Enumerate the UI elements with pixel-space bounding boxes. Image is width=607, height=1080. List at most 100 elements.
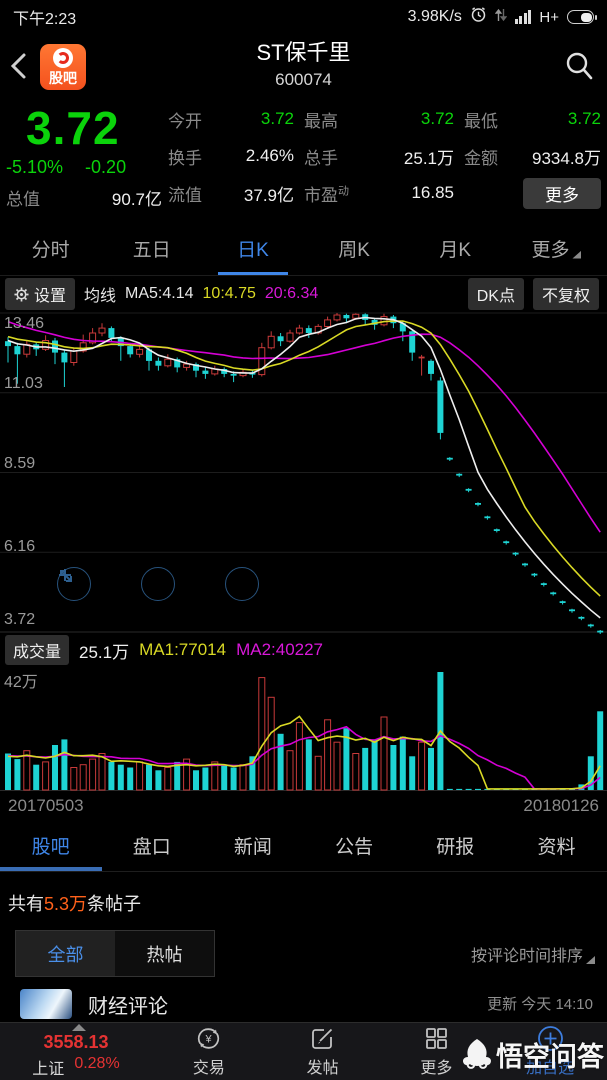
volume-label-button[interactable]: 成交量: [5, 635, 70, 665]
adjust-mode-button[interactable]: 不复权: [532, 278, 599, 310]
chart-settings-button[interactable]: 设置: [5, 278, 76, 310]
y-axis-label: 6.16: [4, 538, 36, 555]
date-axis: 20170503 20180126: [0, 792, 607, 820]
svg-text:¥: ¥: [205, 1034, 213, 1046]
candlestick-chart[interactable]: 13.46 11.03 8.59 6.16 3.72: [0, 312, 607, 634]
active-tab-underline: [0, 867, 102, 871]
end-date: 20180126: [523, 796, 599, 815]
tab-profile[interactable]: 资料: [537, 837, 576, 858]
post-list-item[interactable]: 财经评论 更新 今天 14:10: [0, 984, 607, 1022]
field-label: 最高: [304, 111, 338, 131]
post-count: 共有5.3万条帖子: [8, 894, 142, 914]
y-axis-label: 8.59: [4, 455, 36, 472]
nav-add-watchlist-button[interactable]: 加自选: [493, 1023, 607, 1080]
volume-ma2: MA2:40227: [236, 640, 324, 659]
volume-legend: 成交量 25.1万 MA1:77014 MA2:40227: [0, 634, 607, 666]
info-tab-bar: 股吧 盘口 新闻 公告 研报 资料: [0, 820, 607, 872]
field-label: 今开: [168, 111, 202, 131]
compose-icon: [312, 1028, 333, 1049]
field-label: 流值: [168, 185, 202, 205]
post-count-number: 5.3万: [44, 894, 88, 914]
current-price: 3.72: [26, 102, 120, 154]
quote-more-button[interactable]: 更多: [523, 177, 601, 209]
tab-minute[interactable]: 分时: [31, 240, 70, 261]
back-button[interactable]: [6, 50, 34, 82]
y-axis-label: 11.03: [4, 375, 43, 392]
status-bar: 下午2:23 3.98K/s H+: [0, 0, 607, 34]
y-axis-label: 13.46: [4, 315, 45, 332]
dk-point-button[interactable]: DK点: [467, 278, 524, 310]
search-icon[interactable]: [563, 50, 595, 82]
chart-toolbar: 设置 均线 MA5:4.14 10:4.75 20:6.34 DK点 不复权: [0, 276, 607, 312]
gear-icon: [14, 286, 29, 302]
stock-name: ST保千里: [256, 40, 351, 65]
battery-icon: [567, 10, 597, 24]
active-tab-underline: [218, 272, 288, 275]
tab-guba[interactable]: 股吧: [31, 837, 70, 858]
change-amount: -0.20: [85, 157, 127, 177]
post-update-time: 更新 今天 14:10: [487, 996, 593, 1013]
tab-5day[interactable]: 五日: [132, 240, 171, 261]
filter-hot-button[interactable]: 热帖: [115, 931, 214, 976]
tab-news[interactable]: 新闻: [233, 837, 272, 858]
field-label: 最低: [464, 111, 498, 131]
guba-logo-text: 股吧: [49, 70, 77, 86]
post-filter-row: 全部 热帖 按评论时间排序: [0, 924, 607, 984]
zoom-in-button[interactable]: [59, 567, 175, 601]
tab-order-book[interactable]: 盘口: [132, 837, 171, 858]
fullscreen-button[interactable]: [60, 567, 259, 601]
dropdown-corner-icon: [572, 250, 582, 259]
tab-research[interactable]: 研报: [436, 837, 475, 858]
volume-value: 25.1万: [79, 642, 130, 662]
tab-announcements[interactable]: 公告: [335, 837, 374, 858]
filter-all-button[interactable]: 全部: [16, 931, 115, 976]
stock-code: 600074: [275, 70, 332, 89]
field-label: 换手: [168, 148, 202, 168]
y-axis-label: 3.72: [4, 611, 36, 628]
guba-logo-icon: [53, 48, 73, 68]
tab-more-periods[interactable]: 更多: [506, 222, 607, 275]
volume-chart-canvas: [0, 672, 607, 791]
market-cap-label: 总值: [6, 190, 40, 209]
network-type: H+: [539, 8, 559, 26]
ma20-value: 20:6.34: [264, 285, 319, 302]
expand-handle-icon[interactable]: [72, 1024, 86, 1031]
clock: 下午2:23: [13, 11, 77, 28]
sort-order-button[interactable]: 按评论时间排序: [471, 942, 595, 966]
nav-more-button[interactable]: 更多: [380, 1023, 494, 1080]
volume-chart[interactable]: 42万: [0, 666, 607, 792]
period-tab-bar: 分时 五日 日K 周K 月K 更多: [0, 222, 607, 276]
signal-bars-icon: [514, 10, 532, 24]
ma-title: 均线: [84, 288, 117, 305]
guba-app-icon[interactable]: 股吧: [40, 44, 86, 90]
app-header: 股吧 ST保千里 600074: [0, 34, 607, 100]
bottom-nav-bar: 3558.13 上证 0.28% ¥ 交易 发帖: [0, 1022, 607, 1080]
dropdown-corner-icon: [586, 956, 595, 964]
field-value: 2.46%: [245, 146, 294, 165]
field-label: 市盈动: [304, 184, 349, 205]
nav-trade-button[interactable]: ¥ 交易: [152, 1023, 266, 1080]
index-percent: 0.28%: [74, 1055, 120, 1072]
quote-panel: 3.72 -5.10% -0.20 总值 90.7亿 今开 3.72 最高 3.72…: [0, 100, 607, 222]
add-plus-icon: [537, 1026, 563, 1051]
field-label: 总手: [304, 148, 338, 168]
volume-ma1: MA1:77014: [139, 640, 227, 659]
nav-post-button[interactable]: 发帖: [266, 1023, 380, 1080]
index-ticker[interactable]: 3558.13 上证 0.28%: [0, 1023, 152, 1080]
quote-grid: 今开 3.72 最高 3.72 最低 3.72 换手 2.46% 总手 25.1万 金额 9…: [168, 106, 601, 209]
tab-daily-k[interactable]: 日K: [237, 240, 269, 261]
field-value: 3.72: [567, 109, 601, 128]
post-filter-segment: 全部 热帖: [15, 930, 215, 977]
tab-weekly-k[interactable]: 周K: [338, 240, 370, 261]
ma10-value: 10:4.75: [202, 285, 256, 302]
post-author: 财经评论: [88, 996, 168, 1018]
index-name: 上证: [32, 1061, 65, 1078]
ma5-value: MA5:4.14: [125, 285, 194, 302]
field-value: 9334.8万: [532, 148, 601, 168]
grid-more-icon: [425, 1028, 447, 1049]
market-cap-value: 90.7亿: [111, 190, 162, 209]
trade-yuan-icon: ¥: [198, 1028, 220, 1049]
field-value: 16.85: [411, 183, 454, 202]
tab-monthly-k[interactable]: 月K: [439, 240, 472, 261]
avatar: [20, 989, 72, 1019]
